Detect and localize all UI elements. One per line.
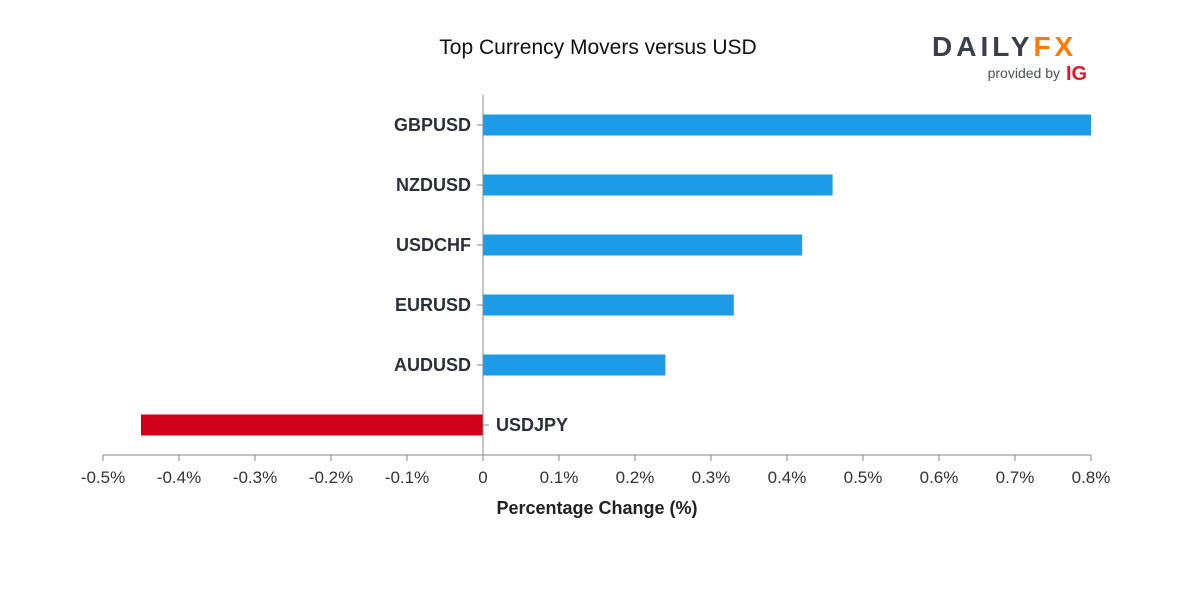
x-tick-label: 0 [478,468,487,487]
bar-gbpusd [483,114,1091,136]
category-label-nzdusd: NZDUSD [396,175,471,195]
logo-brand-dark: DAILY [932,31,1033,62]
plot-area: GBPUSD NZDUSD USDCHF EURUSD AUDUSD USDJPY -0.5… [81,95,1111,487]
bar-audusd [483,354,666,376]
bar-eurusd [483,294,734,316]
x-tick-label: 0.5% [844,468,883,487]
category-label-usdchf: USDCHF [396,235,471,255]
bar-nzdusd [483,174,833,196]
category-label-eurusd: EURUSD [395,295,471,315]
x-tick-label: -0.2% [309,468,353,487]
x-tick-label: -0.5% [81,468,125,487]
x-tick-label: 0.7% [996,468,1035,487]
logo-partner: IG [1066,63,1087,85]
category-label-audusd: AUDUSD [394,355,471,375]
bar-usdjpy [141,414,483,436]
category-label-usdjpy: USDJPY [496,415,568,435]
x-axis-label: Percentage Change (%) [496,498,697,518]
x-tick-label: 0.3% [692,468,731,487]
x-tick-label: -0.4% [157,468,201,487]
x-tick-label: 0.4% [768,468,807,487]
x-tick-label: 0.6% [920,468,959,487]
logo-provided-by: provided by [988,65,1060,81]
logo-brand: DAILYFX [932,31,1077,62]
bar-usdchf [483,234,803,256]
x-tick-label: 0.1% [540,468,579,487]
chart-title: Top Currency Movers versus USD [439,36,756,59]
x-tick-label: -0.3% [233,468,277,487]
logo-brand-accent: FX [1033,31,1077,62]
category-label-gbpusd: GBPUSD [394,115,471,135]
x-tick-label: -0.1% [385,468,429,487]
x-tick-label: 0.8% [1072,468,1111,487]
dailyfx-logo: DAILYFX provided by IG [932,31,1087,85]
x-tick-label: 0.2% [616,468,655,487]
